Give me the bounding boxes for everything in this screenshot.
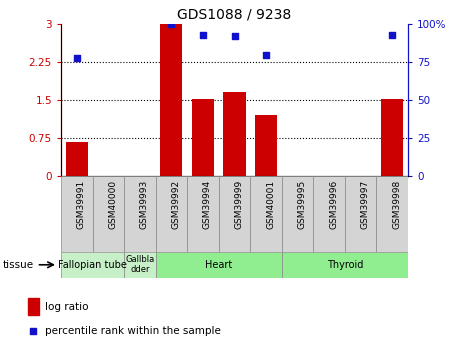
Bar <box>255 115 277 176</box>
Bar <box>282 252 408 278</box>
Text: log ratio: log ratio <box>45 302 89 312</box>
Text: Thyroid: Thyroid <box>327 260 363 270</box>
Text: GSM40000: GSM40000 <box>108 180 117 229</box>
Bar <box>187 176 219 252</box>
Text: GSM40001: GSM40001 <box>266 180 275 229</box>
Point <box>231 33 238 39</box>
Bar <box>223 92 246 176</box>
Text: Fallopian tube: Fallopian tube <box>58 260 127 270</box>
Bar <box>381 99 403 176</box>
Text: percentile rank within the sample: percentile rank within the sample <box>45 326 221 336</box>
Bar <box>92 176 124 252</box>
Point <box>167 21 175 27</box>
Point <box>29 328 37 334</box>
Bar <box>61 252 124 278</box>
Text: GSM39992: GSM39992 <box>171 180 181 229</box>
Text: GSM39999: GSM39999 <box>234 180 243 229</box>
Bar <box>250 176 282 252</box>
Text: Gallbla
dder: Gallbla dder <box>125 255 154 275</box>
Bar <box>313 176 345 252</box>
Text: GSM39991: GSM39991 <box>77 180 86 229</box>
Text: GSM39996: GSM39996 <box>329 180 338 229</box>
Point <box>262 52 270 57</box>
Bar <box>156 176 187 252</box>
Text: GSM39993: GSM39993 <box>140 180 149 229</box>
Bar <box>124 252 156 278</box>
Bar <box>377 176 408 252</box>
Point <box>199 32 207 38</box>
Text: GSM39994: GSM39994 <box>203 180 212 229</box>
Bar <box>345 176 377 252</box>
Bar <box>28 298 38 315</box>
Text: Heart: Heart <box>205 260 232 270</box>
Bar <box>160 24 182 176</box>
Bar <box>282 176 313 252</box>
Point <box>388 32 396 38</box>
Text: GSM39997: GSM39997 <box>361 180 370 229</box>
Bar <box>219 176 250 252</box>
Text: GSM39995: GSM39995 <box>298 180 307 229</box>
Text: GSM39998: GSM39998 <box>392 180 401 229</box>
Bar <box>124 176 156 252</box>
Bar <box>66 141 88 176</box>
Bar <box>192 99 214 176</box>
Point <box>73 55 81 60</box>
Bar <box>61 176 92 252</box>
Title: GDS1088 / 9238: GDS1088 / 9238 <box>177 8 292 22</box>
Bar <box>156 252 282 278</box>
Text: tissue: tissue <box>2 260 33 270</box>
